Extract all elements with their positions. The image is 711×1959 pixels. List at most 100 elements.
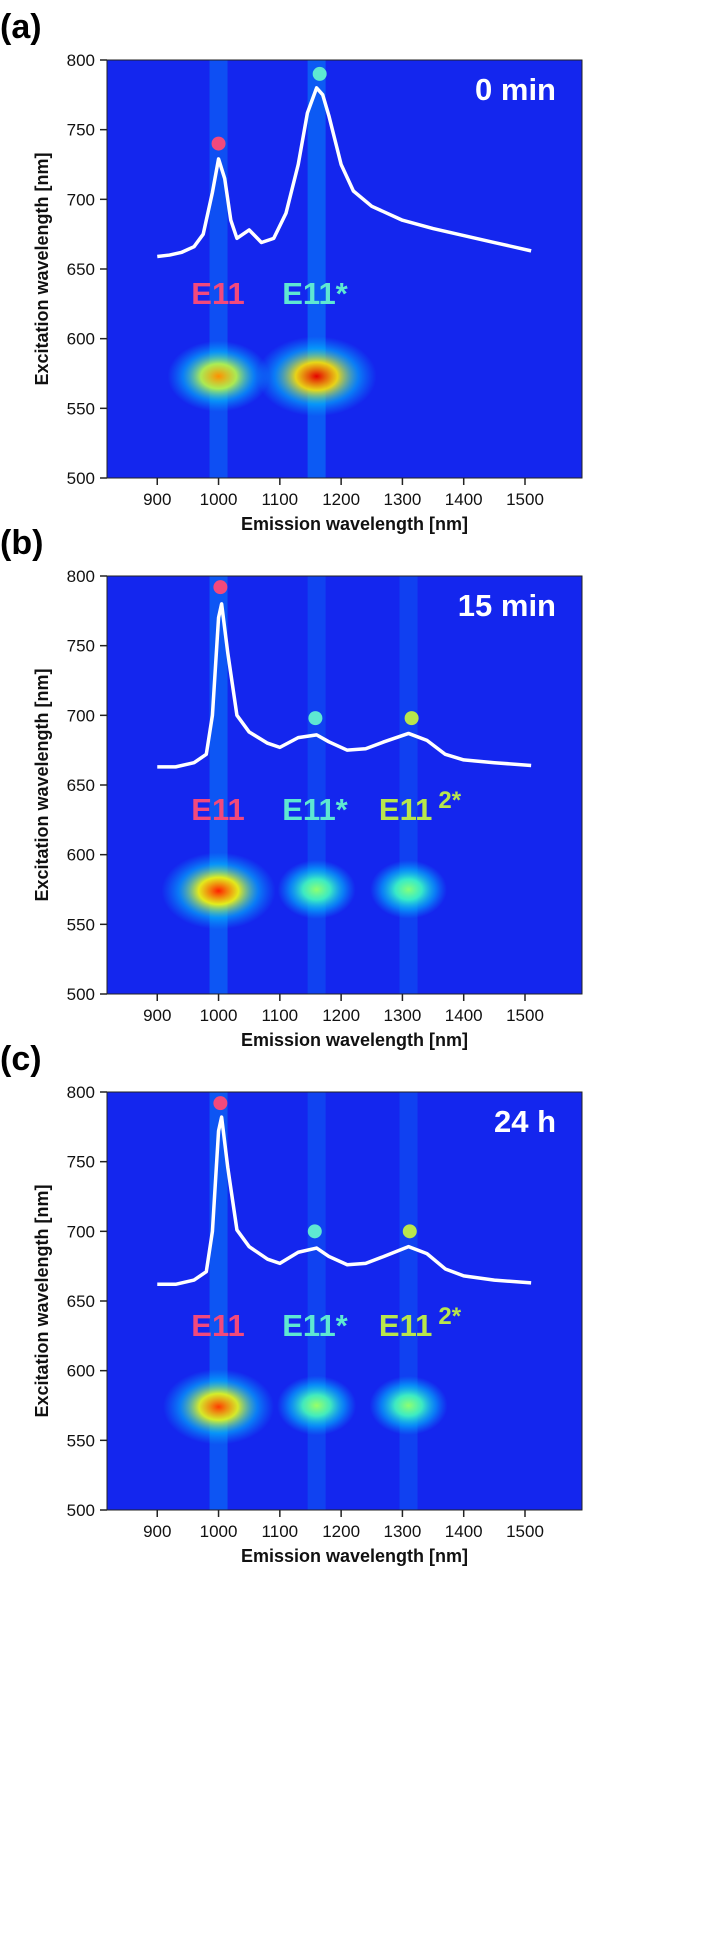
y-tick-label: 500 <box>67 1501 95 1520</box>
x-tick-label: 1500 <box>506 1522 544 1541</box>
peak-label: E11* <box>282 1308 348 1343</box>
x-tick-label: 1500 <box>506 490 544 509</box>
annotation: 0 min <box>475 72 556 107</box>
x-tick-label: 1200 <box>322 1522 360 1541</box>
spectrum-line <box>157 86 532 259</box>
streak <box>399 576 418 994</box>
panel-label: (b) <box>0 524 43 562</box>
y-tick-label: 700 <box>67 706 95 725</box>
x-tick-label: 1000 <box>200 1522 238 1541</box>
label-text: E11* <box>282 276 348 311</box>
peak-label: E11 <box>191 792 244 827</box>
label-text: E11* <box>282 1308 348 1343</box>
peak-label: E11 <box>191 1308 244 1343</box>
y-tick-label: 550 <box>67 915 95 934</box>
y-tick-label: 800 <box>67 567 95 586</box>
streak <box>307 1092 326 1510</box>
plot-background <box>107 1092 582 1510</box>
x-tick-label: 900 <box>143 1006 171 1025</box>
peak-marker <box>213 1096 228 1111</box>
plot-area <box>157 60 532 478</box>
streak <box>307 576 326 994</box>
y-tick-label: 650 <box>67 260 95 279</box>
y-tick-label: 750 <box>67 121 95 140</box>
y-tick-label: 600 <box>67 846 95 865</box>
y-tick-label: 600 <box>67 330 95 349</box>
streak <box>399 1092 418 1510</box>
label-text: E11 <box>191 276 244 311</box>
x-tick-label: 1400 <box>445 1522 483 1541</box>
y-tick-label: 550 <box>67 1431 95 1450</box>
annotation: 24 h <box>494 1104 556 1139</box>
plot-background <box>107 576 582 994</box>
y-tick-label: 650 <box>67 776 95 795</box>
plot-area <box>157 576 532 994</box>
peak-marker <box>211 136 226 151</box>
spot <box>163 1369 275 1445</box>
y-tick-label: 500 <box>67 469 95 488</box>
peak-marker <box>402 1224 417 1239</box>
y-tick-label: 700 <box>67 190 95 209</box>
label-text: E11 <box>191 792 244 827</box>
x-tick-label: 1400 <box>445 490 483 509</box>
label-text: E11* <box>282 792 348 827</box>
x-tick-label: 1000 <box>200 490 238 509</box>
streak <box>209 60 228 478</box>
y-tick-label: 650 <box>67 1292 95 1311</box>
spectrum-line <box>157 602 532 769</box>
y-tick-label: 600 <box>67 1362 95 1381</box>
x-tick-label: 1100 <box>262 1006 299 1025</box>
label-superscript: 2* <box>438 1303 461 1330</box>
panel-label: (c) <box>0 1040 42 1078</box>
x-tick-label: 1400 <box>445 1006 483 1025</box>
peak-label: E11* <box>282 276 348 311</box>
x-tick-label: 1000 <box>200 1006 238 1025</box>
x-tick-label: 1200 <box>322 490 360 509</box>
peak-label: E11* <box>282 792 348 827</box>
spot <box>167 340 270 412</box>
x-tick-label: 1300 <box>384 490 422 509</box>
peak-label: E11 <box>191 276 244 311</box>
plot-area <box>157 1092 532 1510</box>
spot <box>161 852 276 930</box>
y-tick-label: 550 <box>67 399 95 418</box>
peak-marker <box>307 1224 322 1239</box>
x-axis-label: Emission wavelength [nm] <box>241 1546 468 1566</box>
y-tick-label: 800 <box>67 51 95 70</box>
peak-label: E11 2* <box>379 1303 462 1343</box>
y-axis-label: Excitation wavelength [nm] <box>32 1184 52 1417</box>
plot-background <box>107 60 582 478</box>
spectrum-line <box>157 1115 532 1287</box>
x-tick-label: 1100 <box>262 1522 299 1541</box>
x-tick-label: 900 <box>143 490 171 509</box>
x-tick-label: 1500 <box>506 1006 544 1025</box>
label-text: E11 <box>191 1308 244 1343</box>
y-tick-label: 750 <box>67 637 95 656</box>
spot <box>277 1375 357 1436</box>
label-text: E11 <box>379 792 432 827</box>
spot <box>277 860 356 919</box>
y-axis-label: Excitation wavelength [nm] <box>32 152 52 385</box>
spot <box>256 336 377 417</box>
y-tick-label: 500 <box>67 985 95 1004</box>
panel-label: (a) <box>0 8 42 46</box>
peak-marker <box>404 711 419 726</box>
x-tick-label: 1200 <box>322 1006 360 1025</box>
y-tick-label: 750 <box>67 1153 95 1172</box>
x-tick-label: 1300 <box>384 1522 422 1541</box>
label-text: E11 <box>379 1308 432 1343</box>
panel: E11 E11* 0 min 900 1000 1100 1200 1300 1400 1500 5… <box>0 8 583 534</box>
label-superscript: 2* <box>438 787 461 814</box>
x-axis-label: Emission wavelength [nm] <box>241 1030 468 1050</box>
x-tick-label: 1300 <box>384 1006 422 1025</box>
y-tick-label: 700 <box>67 1222 95 1241</box>
peak-marker <box>213 580 228 595</box>
peak-marker <box>308 711 323 726</box>
spot <box>369 1376 448 1435</box>
peak-label: E11 2* <box>379 787 462 827</box>
x-axis-label: Emission wavelength [nm] <box>241 514 468 534</box>
y-tick-label: 800 <box>67 1083 95 1102</box>
